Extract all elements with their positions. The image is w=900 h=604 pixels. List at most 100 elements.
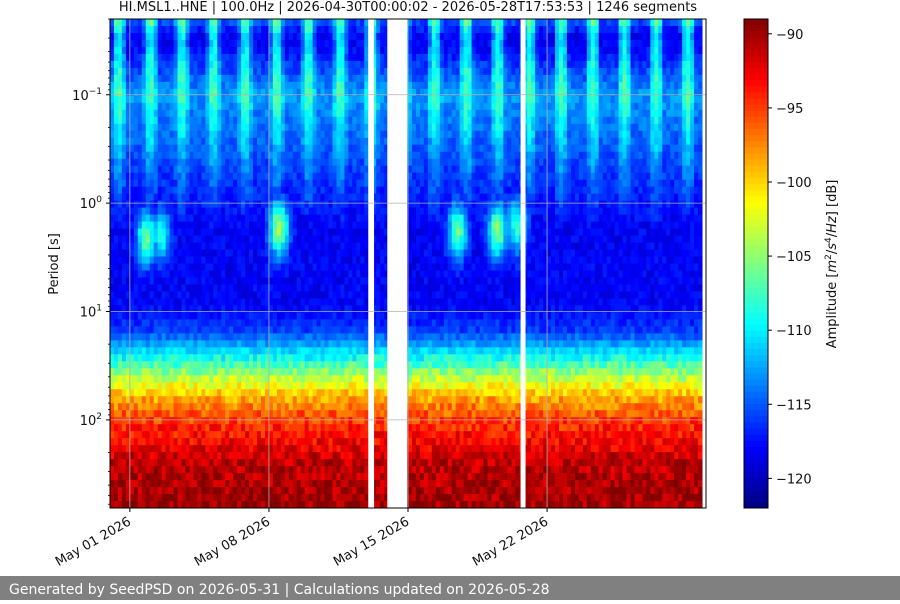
spectrogram-cell bbox=[332, 473, 337, 481]
spectrogram-cell bbox=[276, 410, 282, 418]
spectrogram-cell bbox=[292, 459, 298, 467]
spectrogram-cell bbox=[213, 151, 218, 160]
spectrogram-cell bbox=[300, 417, 306, 425]
spectrogram-cell bbox=[288, 403, 294, 411]
spectrogram-cell bbox=[260, 179, 266, 188]
spectrogram-cell bbox=[141, 235, 147, 244]
spectrogram-cell bbox=[137, 109, 143, 118]
spectrogram-cell bbox=[253, 424, 258, 432]
spectrogram-cell bbox=[340, 382, 345, 390]
spectrogram-cell bbox=[213, 60, 218, 69]
spectrogram-cell bbox=[110, 74, 115, 83]
spectrogram-cell bbox=[340, 375, 345, 383]
spectrogram-cell bbox=[364, 256, 369, 264]
spectrogram-cell bbox=[177, 347, 183, 355]
spectrogram-cell bbox=[376, 277, 381, 285]
spectrogram-cell bbox=[300, 298, 306, 306]
spectrogram-cell bbox=[288, 494, 294, 502]
spectrogram-cell bbox=[253, 403, 258, 411]
spectrogram-cell bbox=[185, 263, 190, 271]
spectrogram-cell bbox=[145, 270, 151, 278]
spectrogram-column bbox=[125, 19, 131, 508]
spectrogram-cell bbox=[296, 445, 302, 453]
spectrogram-cell bbox=[241, 417, 246, 425]
spectrogram-cell bbox=[360, 249, 365, 258]
spectrogram-cell bbox=[205, 389, 210, 397]
spectrogram-cell bbox=[233, 354, 238, 362]
spectrogram-cell bbox=[233, 284, 238, 292]
spectrogram-cell bbox=[197, 403, 202, 411]
spectrogram-cell bbox=[177, 452, 183, 460]
spectrogram-cell bbox=[336, 193, 341, 202]
spectrogram-cell bbox=[312, 144, 318, 153]
spectrogram-cell bbox=[268, 39, 274, 48]
spectrogram-cell bbox=[113, 396, 119, 404]
spectrogram-cell bbox=[268, 116, 274, 125]
spectrogram-cell bbox=[121, 39, 127, 48]
spectrogram-cell bbox=[340, 249, 345, 258]
spectrogram-cell bbox=[352, 333, 357, 341]
spectrogram-cell bbox=[197, 480, 202, 488]
spectrogram-cell bbox=[284, 53, 290, 62]
spectrogram-cell bbox=[149, 130, 155, 139]
spectrogram-cell bbox=[384, 368, 389, 376]
spectrogram-cell bbox=[110, 263, 115, 271]
spectrogram-cell bbox=[197, 81, 202, 90]
spectrogram-cell bbox=[145, 452, 151, 460]
spectrogram-cell bbox=[308, 277, 314, 285]
spectrogram-cell bbox=[304, 60, 310, 69]
spectrogram-cell bbox=[121, 431, 127, 439]
spectrogram-cell bbox=[129, 347, 135, 355]
spectrogram-cell bbox=[364, 473, 369, 481]
spectrogram-cell bbox=[229, 305, 234, 313]
spectrogram-cell bbox=[137, 242, 143, 251]
spectrogram-cell bbox=[241, 347, 246, 355]
spectrogram-cell bbox=[280, 214, 286, 223]
spectrogram-cell bbox=[173, 424, 179, 432]
spectrogram-cell bbox=[225, 305, 230, 313]
spectrogram-cell bbox=[233, 494, 238, 502]
spectrogram-cell bbox=[153, 396, 159, 404]
spectrogram-cell bbox=[268, 193, 274, 202]
spectrogram-cell bbox=[300, 487, 306, 495]
spectrogram-cell bbox=[225, 438, 230, 446]
spectrogram-cell bbox=[268, 487, 274, 495]
spectrogram-cell bbox=[205, 102, 210, 111]
spectrogram-cell bbox=[149, 319, 155, 327]
spectrogram-cell bbox=[280, 200, 286, 209]
spectrogram-cell bbox=[213, 88, 218, 97]
spectrogram-cell bbox=[260, 67, 266, 76]
spectrogram-cell bbox=[133, 487, 139, 495]
spectrogram-cell bbox=[117, 340, 123, 348]
spectrogram-cell bbox=[332, 459, 337, 467]
spectrogram-cell bbox=[205, 207, 210, 216]
spectrogram-cell bbox=[340, 494, 345, 502]
spectrogram-cell bbox=[217, 130, 222, 139]
spectrogram-cell bbox=[260, 382, 266, 390]
spectrogram-cell bbox=[137, 452, 143, 460]
spectrogram-cell bbox=[253, 487, 258, 495]
spectrogram-cell bbox=[161, 452, 167, 460]
spectrogram-cell bbox=[284, 305, 290, 313]
spectrogram-cell bbox=[292, 46, 298, 55]
spectrogram-cell bbox=[320, 480, 326, 488]
spectrogram-cell bbox=[316, 242, 322, 251]
spectrogram-cell bbox=[264, 424, 270, 432]
spectrogram-cell bbox=[217, 102, 222, 111]
spectrogram-cell bbox=[372, 32, 377, 41]
spectrogram-cell bbox=[221, 130, 226, 139]
spectrogram-cell bbox=[336, 109, 341, 118]
spectrogram-cell bbox=[213, 417, 218, 425]
spectrogram-cell bbox=[209, 473, 214, 481]
spectrogram-cell bbox=[233, 459, 238, 467]
spectrogram-cell bbox=[360, 19, 365, 27]
spectrogram-cell bbox=[229, 431, 234, 439]
spectrogram-cell bbox=[209, 165, 214, 174]
spectrogram-cell bbox=[245, 382, 250, 390]
spectrogram-cell bbox=[348, 242, 353, 251]
spectrogram-cell bbox=[245, 298, 250, 306]
spectrogram-cell bbox=[324, 109, 330, 118]
spectrogram-cell bbox=[221, 60, 226, 69]
spectrogram-cell bbox=[189, 375, 194, 383]
spectrogram-cell bbox=[225, 67, 230, 76]
